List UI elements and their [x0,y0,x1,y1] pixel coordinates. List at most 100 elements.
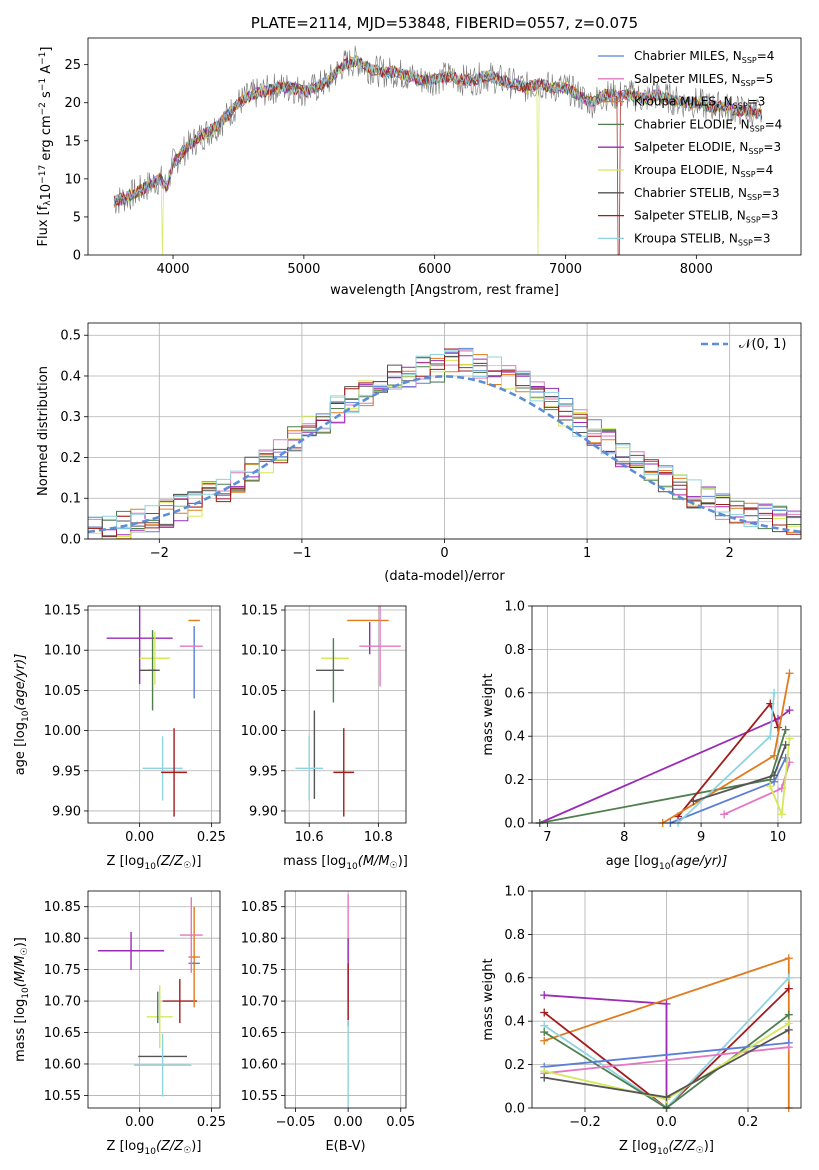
x-tick-label: −0.2 [569,1115,601,1130]
weight-marker-kroupa_miles [770,751,779,760]
legend-label-salpeter_elodie: Salpeter ELODIE, NSSP=3 [634,140,781,156]
weight-marker-salpeter_stelib [773,723,782,732]
x-tick-label: 0 [440,546,448,561]
legend-label-chabrier_elodie: Chabrier ELODIE, NSSP=4 [634,117,782,133]
y-tick-label: 0.8 [504,928,525,943]
spectrum-model-salpeter_stelib [113,56,763,255]
axes-frame [87,37,802,256]
weight-marker-kroupa_elodie [785,734,794,743]
mass_vs_Z-panel: 0.00 0.25 10.55 10.60 10.65 10.70 10.75 10.80 10… [13,890,226,1157]
y-tick-label: 0.2 [504,1058,525,1073]
y-tick-label: 10.10 [44,644,81,659]
legend-label-kroupa_miles: Kroupa MILES, NSSP=3 [634,95,765,111]
x-tick-label: 8 [620,830,628,845]
weight-marker-chabrier_stelib [689,797,698,806]
y-tick-label: 10.05 [241,684,278,699]
y-tick-label: 10.65 [44,1026,81,1041]
axes-frame [531,605,802,824]
y-tick-label: 10.80 [44,932,81,947]
x-tick-label: 0.25 [197,830,226,845]
y-tick-label: 5 [73,210,81,225]
weight-marker-chabrier_stelib [770,771,779,780]
y-tick-label: 10.00 [44,724,81,739]
x-tick-label: −0.05 [276,1115,316,1130]
y-tick-label: 10.60 [241,1057,278,1072]
residuals-xlabel: (data-model)/error [384,569,505,584]
y-tick-label: 10.60 [44,1057,81,1072]
y-tick-label: 10.15 [44,604,81,619]
legend-label-normal: 𝒩(0, 1) [739,337,786,352]
y-tick-label: 10.70 [44,995,81,1010]
y-tick-label: 10.00 [241,724,278,739]
x-tick-label: 10 [770,830,787,845]
y-tick-label: 0.4 [504,1015,525,1030]
spectrum-panel: 4000 5000 6000 7000 8000 0 5 10 15 20 25 PLATE=2114… [36,14,802,298]
y-tick-label: 10.55 [241,1089,278,1104]
weight_vs_Z-ylabel: mass weight [481,958,496,1040]
weight-marker-salpeter_miles [784,1043,793,1052]
age_vs_Z-panel: 0.00 0.25 9.90 9.95 10.00 10.05 10.10 10.15 Z [l… [13,604,226,872]
y-tick-label: 0.8 [504,643,525,658]
weight-marker-salpeter_stelib [784,984,793,993]
x-tick-label: 0.00 [125,1115,154,1130]
age_vs_mass-xlabel: mass [log10(M/M☉)] [283,854,408,872]
x-tick-label: 9 [697,830,705,845]
y-tick-label: 0.4 [504,730,525,745]
weight-marker-kroupa_miles [540,1036,549,1045]
y-tick-label: 1.0 [504,600,525,615]
y-tick-label: 0.4 [60,369,81,384]
axes-frame [531,890,802,1109]
x-tick-label: 0.0 [656,1115,677,1130]
x-tick-label: 6000 [418,262,451,277]
weight-marker-chabrier_stelib [784,1025,793,1034]
y-tick-label: 10.85 [44,900,81,915]
legend-label-kroupa_elodie: Kroupa ELODIE, NSSP=4 [634,163,773,179]
mass_vs_ebv-panel: −0.05 0.00 0.05 10.55 10.60 10.65 10.70 10.75 10… [241,890,415,1154]
weight_vs_Z-xlabel: Z [log10(Z/Z☉)] [619,1139,714,1157]
x-tick-label: 5000 [287,262,320,277]
normal-curve [88,375,801,534]
legend-label-chabrier_stelib: Chabrier STELIB, NSSP=3 [634,186,780,202]
weight_vs_age-xlabel: age [log10(age/yr)] [606,854,728,872]
y-tick-label: 25 [64,58,81,73]
weight-line-chabrier_miles [544,1042,789,1068]
errorbars [295,606,401,817]
y-tick-label: 10.65 [241,1026,278,1041]
weight-marker-salpeter_elodie [785,706,794,715]
x-tick-label: 2 [726,546,734,561]
y-tick-label: 0.0 [504,1102,525,1117]
x-tick-label: 7 [543,830,551,845]
y-tick-label: 10 [64,172,81,187]
weight-marker-salpeter_miles [720,810,729,819]
spectrum-ylabel: Flux [fλ10−17 erg cm−2 s−1 A−1] [36,47,54,247]
x-tick-label: −2 [150,546,169,561]
errorbars [98,897,203,1097]
axes-frame [284,890,407,1109]
y-tick-label: 15 [64,134,81,149]
y-tick-label: 1.0 [504,885,525,900]
y-tick-label: 0.2 [504,773,525,788]
age_vs_mass-panel: 10.6 10.8 9.90 9.95 10.00 10.05 10.10 10.15 mass… [241,604,408,872]
y-tick-label: 0 [73,249,81,264]
weight-marker-kroupa_stelib [766,732,775,741]
histogram-kroupa_stelib [88,348,801,539]
x-tick-label: 10.6 [295,830,324,845]
x-tick-label: 0.00 [125,830,154,845]
x-tick-label: 0.05 [386,1115,415,1130]
x-tick-label: 4000 [156,262,189,277]
x-tick-label: 1 [583,546,591,561]
y-tick-label: 20 [64,96,81,111]
x-tick-label: −1 [292,546,311,561]
residuals-panel: −2 −1 0 1 2 0.0 0.1 0.2 0.3 0.4 0.5 (data-model)/er… [36,322,802,584]
weight-marker-chabrier_stelib [540,1073,549,1082]
histogram-salpeter_stelib [88,348,801,539]
y-tick-label: 0.0 [504,817,525,832]
x-tick-label: 8000 [680,262,713,277]
weight-marker-kroupa_elodie [766,782,775,791]
spectrum-lines [113,45,763,255]
weight-marker-kroupa_miles [785,669,794,678]
weight_vs_Z-panel: −0.2 0.0 0.2 0.0 0.2 0.4 0.6 0.8 1.0 mass weight Z… [481,885,802,1157]
legend-label-chabrier_miles: Chabrier MILES, NSSP=4 [634,49,774,65]
x-tick-label: 10.8 [364,830,393,845]
legend-label-kroupa_stelib: Kroupa STELIB, NSSP=3 [634,231,771,247]
